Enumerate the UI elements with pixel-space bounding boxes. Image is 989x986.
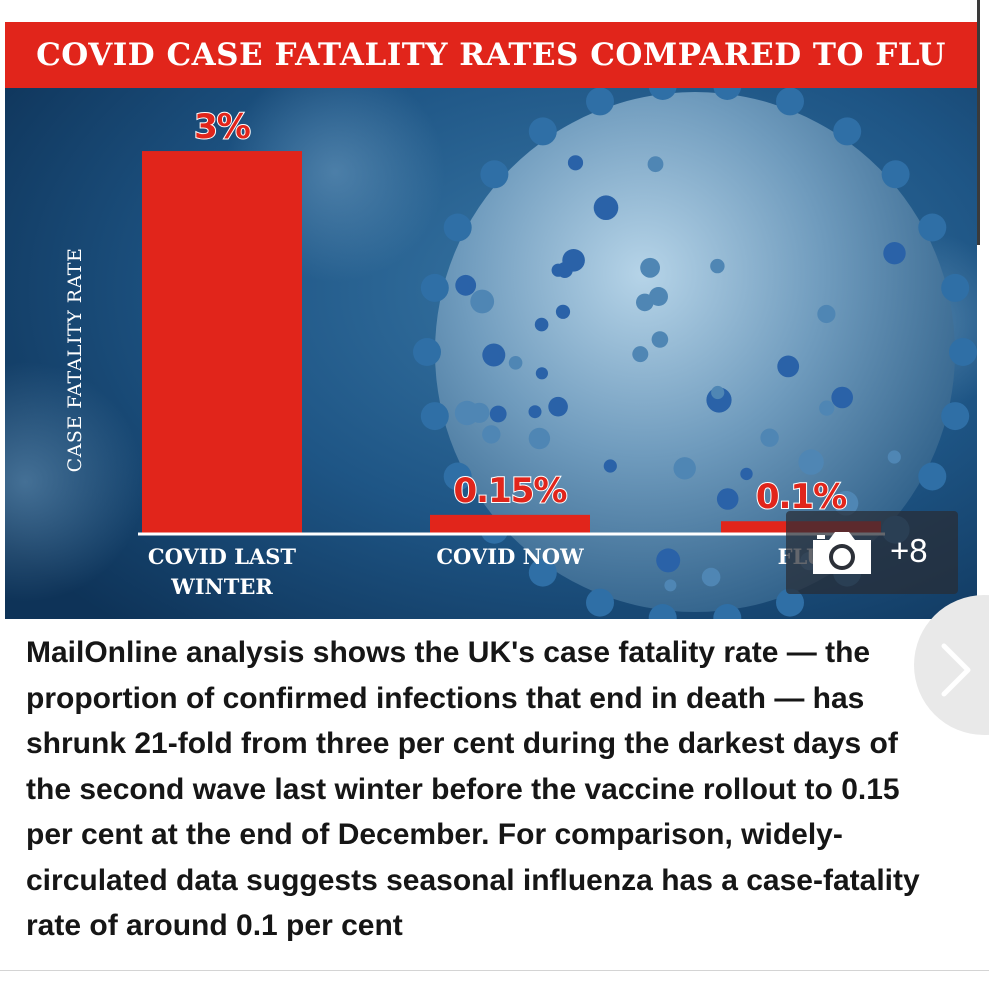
virus-protein [508,356,523,370]
virus-protein [593,195,619,220]
virus-protein [603,459,617,473]
virus-spike [949,338,977,366]
virus-body [435,92,955,612]
title-bar: COVID CASE FATALITY RATES COMPARED TO FL… [5,22,977,88]
virus-spike [413,338,441,366]
virus-protein [640,257,660,278]
bar-1 [430,514,590,534]
virus-spike [941,402,970,431]
virus-spike [443,462,472,491]
gallery-count: +8 [890,532,928,569]
virus-protein [716,488,739,510]
virus-protein [656,548,681,573]
virus-protein [819,400,835,416]
virus-protein [673,457,696,480]
virus-protein [489,405,507,423]
virus-spike [648,604,677,619]
value-label-0: 3% [193,106,252,148]
virus-spike [528,117,557,146]
virus-protein [482,425,501,444]
virus-protein [555,304,571,319]
virus-protein [831,386,853,409]
virus-protein [664,579,677,592]
category-label-line: COVID LAST [147,544,297,569]
chevron-right-icon [941,643,971,697]
virus-protein [470,289,495,314]
virus-spike [480,160,509,189]
virus-protein [562,249,585,272]
virus-protein [883,242,906,265]
virus-protein [551,263,565,277]
virus-spike [443,213,472,242]
virus-spike [420,402,449,431]
virus-protein [817,304,836,324]
category-label-line: COVID NOW [436,544,584,569]
virus-protein [710,258,725,274]
virus-protein [887,450,901,464]
virus-protein [740,467,753,481]
virus-protein [454,400,480,426]
value-label-1: 0.15% [453,470,569,512]
category-label-0: COVID LAST WINTER [112,542,332,602]
virus-protein [455,274,477,296]
virus-protein [777,355,800,378]
virus-protein [534,317,549,332]
scrollbar[interactable] [977,0,980,245]
virus-spike [918,462,947,491]
virus-protein [833,490,859,516]
blurred-virus-left [5,362,145,602]
virus-spike [776,588,804,617]
virus-protein [798,449,824,475]
gallery-badge[interactable]: +8 [786,511,958,594]
virus-spike [881,160,910,189]
virus-spike [586,87,614,116]
virus-protein [701,567,721,587]
virus-spike [713,604,742,619]
virus-spike [420,273,449,302]
category-label-line: WINTER [171,574,273,599]
chart-svg [5,22,977,619]
category-label-1: COVID NOW [400,542,620,572]
virus-protein [651,331,669,348]
chart-title: COVID CASE FATALITY RATES COMPARED TO FL… [36,37,946,73]
virus-spike [776,87,804,116]
virus-illustration-icon [413,72,977,619]
virus-protein [567,155,584,171]
virus-protein [647,156,664,173]
virus-protein [548,396,568,417]
virus-protein [649,287,668,306]
virus-protein [528,405,542,419]
virus-protein [760,428,779,447]
virus-spike [528,558,557,587]
image-caption: MailOnline analysis shows the UK's case … [26,636,920,942]
bar-0 [142,151,302,534]
chart-figure[interactable]: COVID CASE FATALITY RATES COMPARED TO FL… [5,22,977,619]
virus-spike [586,588,614,617]
virus-spike [918,213,947,242]
virus-spike [833,117,862,146]
bars-group [142,151,881,534]
virus-protein [711,385,725,400]
virus-protein [535,367,549,380]
divider [0,970,989,971]
virus-protein [528,427,551,450]
y-axis-label: CASE FATALITY RATE [64,247,86,473]
virus-spike [941,273,970,302]
virus-protein [636,293,654,312]
virus-protein [482,343,506,367]
virus-protein [632,346,649,363]
camera-icon [813,532,871,574]
